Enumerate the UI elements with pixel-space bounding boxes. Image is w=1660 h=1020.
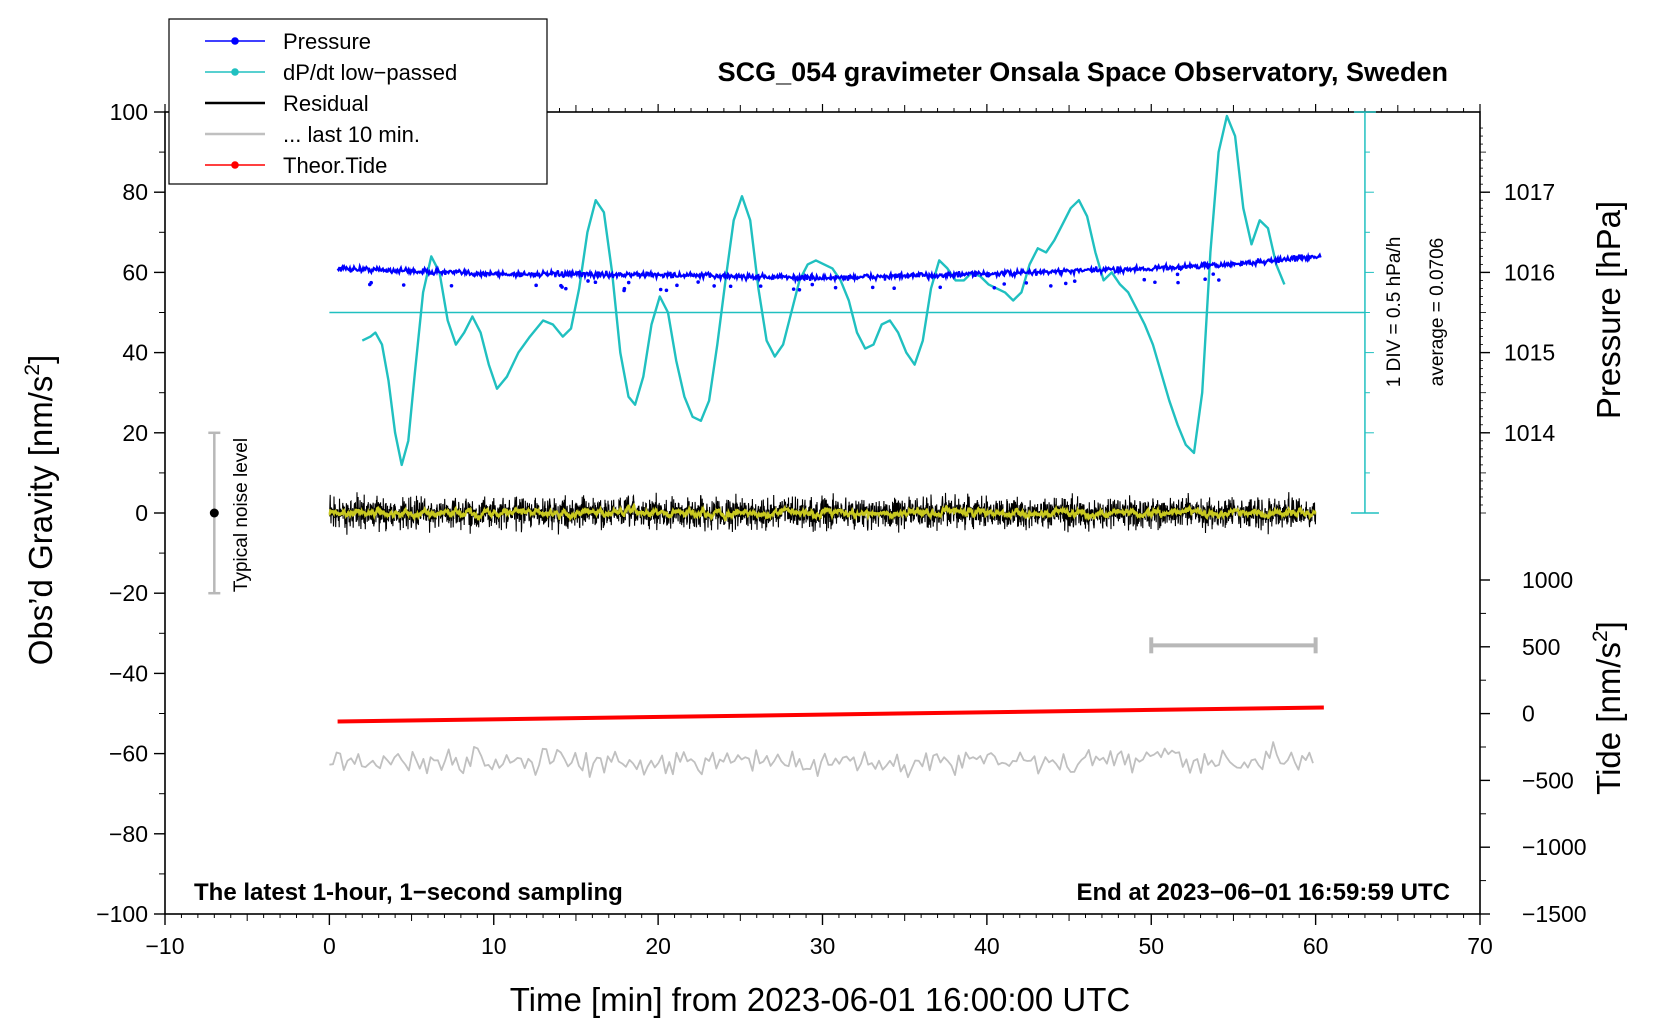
pressure-dot — [1063, 281, 1068, 286]
annotation-layer — [208, 111, 1379, 654]
pressure-dot — [626, 280, 631, 285]
pressure-dot — [1049, 284, 1053, 288]
noise-label: Typical noise level — [231, 438, 252, 592]
pressure-dot — [593, 280, 598, 285]
y-tick-label: 100 — [110, 99, 148, 125]
legend-marker — [231, 68, 239, 76]
tide-tick-label: 1000 — [1522, 567, 1573, 593]
legend-label: Theor.Tide — [283, 153, 387, 178]
pressure-dot — [449, 283, 454, 288]
x-tick-label: 10 — [481, 933, 507, 959]
y-axis-title: Obs’d Gravity [nm/s2] — [21, 355, 59, 666]
pressure-dot — [664, 288, 669, 293]
y-tick-label: −60 — [109, 741, 148, 767]
tide-axis-title: Tide [nm/s2] — [1589, 621, 1627, 795]
tide-tick-label: −500 — [1522, 767, 1574, 793]
pressure-dot — [892, 286, 896, 291]
pressure-dot — [1176, 280, 1180, 285]
average-label: average = 0.0706 — [1427, 238, 1448, 386]
pressure-dot — [367, 282, 372, 287]
pressure-axis-title: Pressure [hPa] — [1590, 201, 1627, 419]
pressure-dot — [1203, 277, 1207, 282]
pressure-dot — [938, 285, 943, 290]
pressure-dot — [712, 284, 716, 288]
pressure-tick-label: 1016 — [1504, 259, 1555, 285]
y-tick-label: −20 — [109, 580, 148, 606]
pressure-dot — [810, 282, 815, 287]
pressure-dot — [586, 279, 590, 283]
pressure-dot — [1217, 278, 1221, 282]
pressure-dot — [564, 286, 568, 291]
x-tick-label: 50 — [1138, 933, 1164, 959]
x-axis-title: Time [min] from 2023-06-01 16:00:00 UTC — [510, 981, 1131, 1018]
series-layer — [328, 114, 1365, 779]
y-tick-label: 0 — [135, 500, 148, 526]
pressure-dot — [1175, 272, 1180, 277]
pressure-tick-label: 1017 — [1504, 179, 1555, 205]
pressure-dot — [833, 285, 838, 290]
legend-label: ... last 10 min. — [283, 122, 420, 147]
pressure-dot — [696, 280, 700, 284]
y-tick-label: −100 — [96, 901, 148, 927]
x-tick-label: 20 — [645, 933, 671, 959]
x-tick-label: −10 — [145, 933, 184, 959]
pressure-line — [336, 251, 1322, 285]
x-tick-label: 0 — [323, 933, 336, 959]
x-tick-label: 70 — [1467, 933, 1493, 959]
dpdt-line — [361, 114, 1286, 467]
legend-label: Pressure — [283, 29, 371, 54]
pressure-dot — [1024, 281, 1029, 285]
legend: Pressure dP/dt low−passed Residual ... last… — [168, 18, 548, 185]
y-tick-label: 40 — [122, 340, 148, 366]
legend-marker — [231, 37, 239, 45]
pressure-dot — [675, 283, 679, 288]
pressure-dot — [728, 284, 733, 289]
pressure-dot — [559, 283, 563, 288]
chart-title: SCG_054 gravimeter Onsala Space Observat… — [718, 57, 1448, 87]
pressure-dot — [1142, 277, 1147, 282]
tide-tick-label: −1000 — [1522, 834, 1587, 860]
pressure-dot — [401, 283, 406, 287]
pressure-dot — [1153, 280, 1157, 285]
y-tick-label: −40 — [109, 660, 148, 686]
div-label: 1 DIV = 0.5 hPa/h — [1384, 237, 1405, 388]
axis-ticks: −10 0 10 20 30 40 50 60 70−100−80−60−40−20020406… — [96, 99, 1586, 959]
pressure-tick-label: 1015 — [1504, 340, 1555, 366]
pressure-dot — [658, 287, 663, 292]
pressure-dot — [791, 287, 796, 291]
pressure-dot — [992, 286, 997, 290]
x-tick-label: 40 — [974, 933, 1000, 959]
pressure-dot — [1072, 279, 1077, 283]
pressure-dot — [534, 283, 538, 288]
x-tick-label: 60 — [1303, 933, 1329, 959]
noise-bar-center — [209, 508, 219, 518]
residual-smoothed-line — [328, 502, 1317, 522]
pressure-dot — [622, 288, 626, 293]
y-tick-label: 60 — [122, 259, 148, 285]
pressure-dot — [758, 284, 763, 288]
x-tick-label: 30 — [810, 933, 836, 959]
pressure-dot — [1002, 282, 1007, 286]
y-tick-label: −80 — [109, 821, 148, 847]
y-tick-label: 80 — [122, 179, 148, 205]
legend-marker — [231, 161, 239, 169]
tide-tick-label: 500 — [1522, 634, 1560, 660]
bottom-left-note: The latest 1-hour, 1−second sampling — [194, 879, 623, 906]
pressure-tick-label: 1014 — [1504, 420, 1555, 446]
pressure-dot — [870, 285, 875, 290]
last-10-min-line — [329, 741, 1314, 779]
tide-tick-label: −1500 — [1522, 901, 1587, 927]
bottom-right-note: End at 2023−06−01 16:59:59 UTC — [1076, 879, 1450, 906]
y-tick-label: 20 — [122, 420, 148, 446]
legend-label: Residual — [283, 91, 369, 116]
legend-box — [168, 18, 548, 185]
legend-label: dP/dt low−passed — [283, 60, 457, 85]
tide-tick-label: 0 — [1522, 701, 1535, 727]
theoretical-tide-line — [337, 705, 1324, 724]
pressure-dot — [797, 287, 802, 292]
pressure-dot — [1211, 272, 1216, 276]
